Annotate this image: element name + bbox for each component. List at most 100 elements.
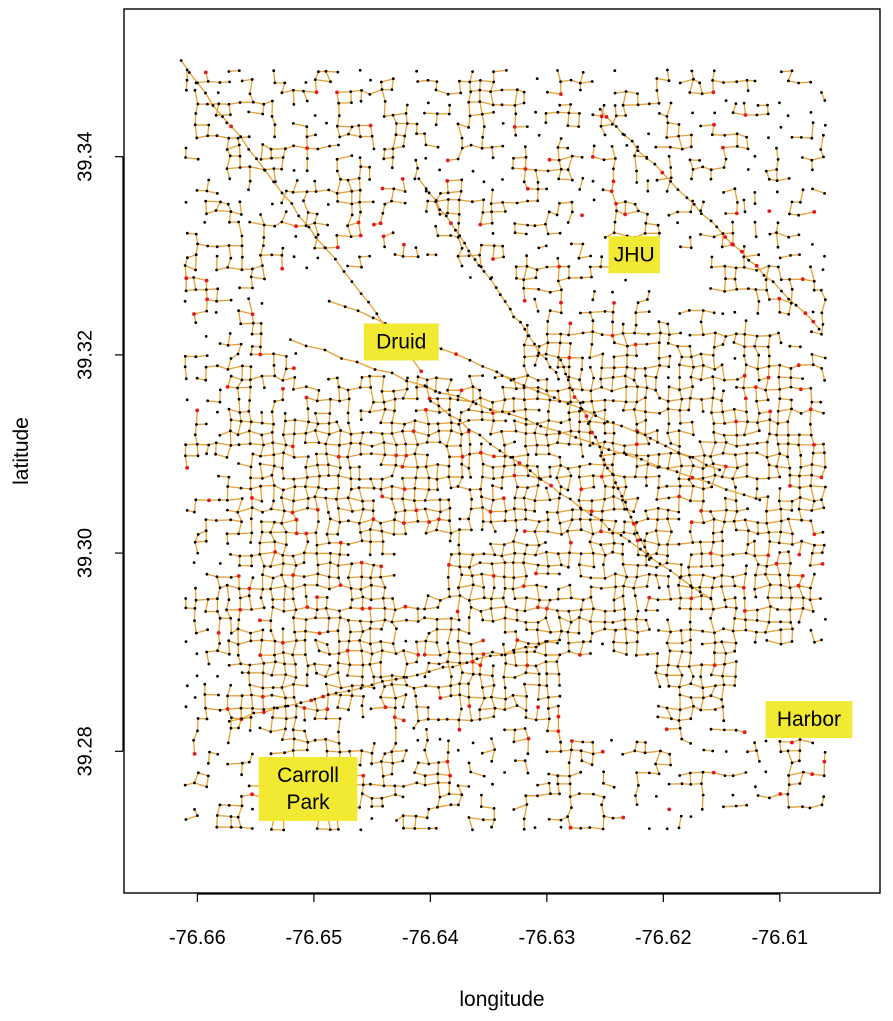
intersection-nodes [179, 59, 827, 832]
node [654, 573, 658, 577]
node [764, 770, 768, 774]
node [215, 245, 219, 249]
node [724, 335, 728, 338]
node [515, 528, 519, 532]
node [591, 740, 595, 744]
node [508, 307, 512, 311]
node [501, 410, 504, 413]
node [692, 77, 695, 81]
node [460, 264, 464, 268]
node [742, 386, 745, 390]
node [556, 597, 560, 601]
node [522, 90, 526, 94]
highlighted-node [371, 517, 376, 522]
annotation-label: Park [286, 791, 330, 814]
node [790, 287, 794, 291]
highlighted-node [260, 694, 265, 699]
node [436, 463, 440, 466]
node [665, 115, 669, 118]
node [272, 167, 276, 171]
node [229, 815, 233, 818]
node [589, 576, 593, 580]
node [756, 312, 760, 315]
node [294, 676, 298, 679]
node [736, 466, 739, 470]
highlighted-node [438, 696, 443, 700]
highlighted-node [810, 772, 815, 776]
node [689, 815, 693, 818]
node [346, 411, 350, 415]
node [657, 772, 661, 776]
node [218, 562, 222, 565]
node [429, 399, 432, 403]
node [668, 354, 672, 358]
node [524, 794, 528, 798]
node [488, 654, 492, 658]
node [479, 805, 483, 808]
node [768, 334, 772, 338]
node [722, 719, 726, 723]
node [733, 584, 737, 588]
node [709, 673, 713, 677]
highlighted-node [512, 473, 517, 478]
node [248, 683, 252, 687]
node [240, 268, 244, 272]
node [616, 487, 620, 490]
node [370, 452, 373, 455]
node [767, 364, 771, 368]
node [284, 696, 287, 700]
node [558, 638, 561, 642]
y-tick-label: 39.28 [74, 726, 96, 776]
node [722, 166, 726, 169]
node [611, 531, 615, 535]
node [448, 408, 451, 412]
node [324, 675, 327, 678]
node [535, 268, 539, 272]
node [381, 596, 385, 600]
node [712, 607, 715, 611]
node [271, 598, 275, 601]
node [273, 653, 276, 657]
node [423, 783, 427, 787]
node [524, 716, 528, 719]
node [756, 521, 760, 524]
node [603, 609, 607, 613]
node [369, 431, 373, 434]
node [523, 759, 527, 763]
node [240, 694, 244, 698]
node [812, 279, 816, 283]
node [437, 429, 441, 433]
node [569, 400, 573, 404]
node [779, 583, 783, 587]
node [667, 422, 671, 426]
node [501, 476, 504, 479]
node [579, 88, 582, 92]
node [413, 487, 417, 490]
node [677, 510, 681, 514]
node [791, 627, 794, 631]
node [699, 708, 703, 712]
node [558, 430, 561, 434]
node [185, 68, 189, 72]
node [691, 464, 695, 468]
node [482, 774, 486, 778]
node [369, 782, 372, 786]
node [691, 199, 695, 203]
node [709, 694, 713, 698]
node [691, 675, 695, 678]
node [360, 792, 364, 796]
node [303, 638, 307, 642]
node [369, 620, 373, 624]
node [491, 401, 494, 404]
node [325, 532, 329, 536]
node [545, 389, 549, 393]
node [239, 706, 243, 710]
node [192, 276, 196, 279]
node [654, 529, 658, 532]
node [291, 190, 295, 194]
node [390, 371, 394, 375]
node [669, 101, 673, 105]
node [787, 573, 790, 577]
node [766, 103, 769, 107]
